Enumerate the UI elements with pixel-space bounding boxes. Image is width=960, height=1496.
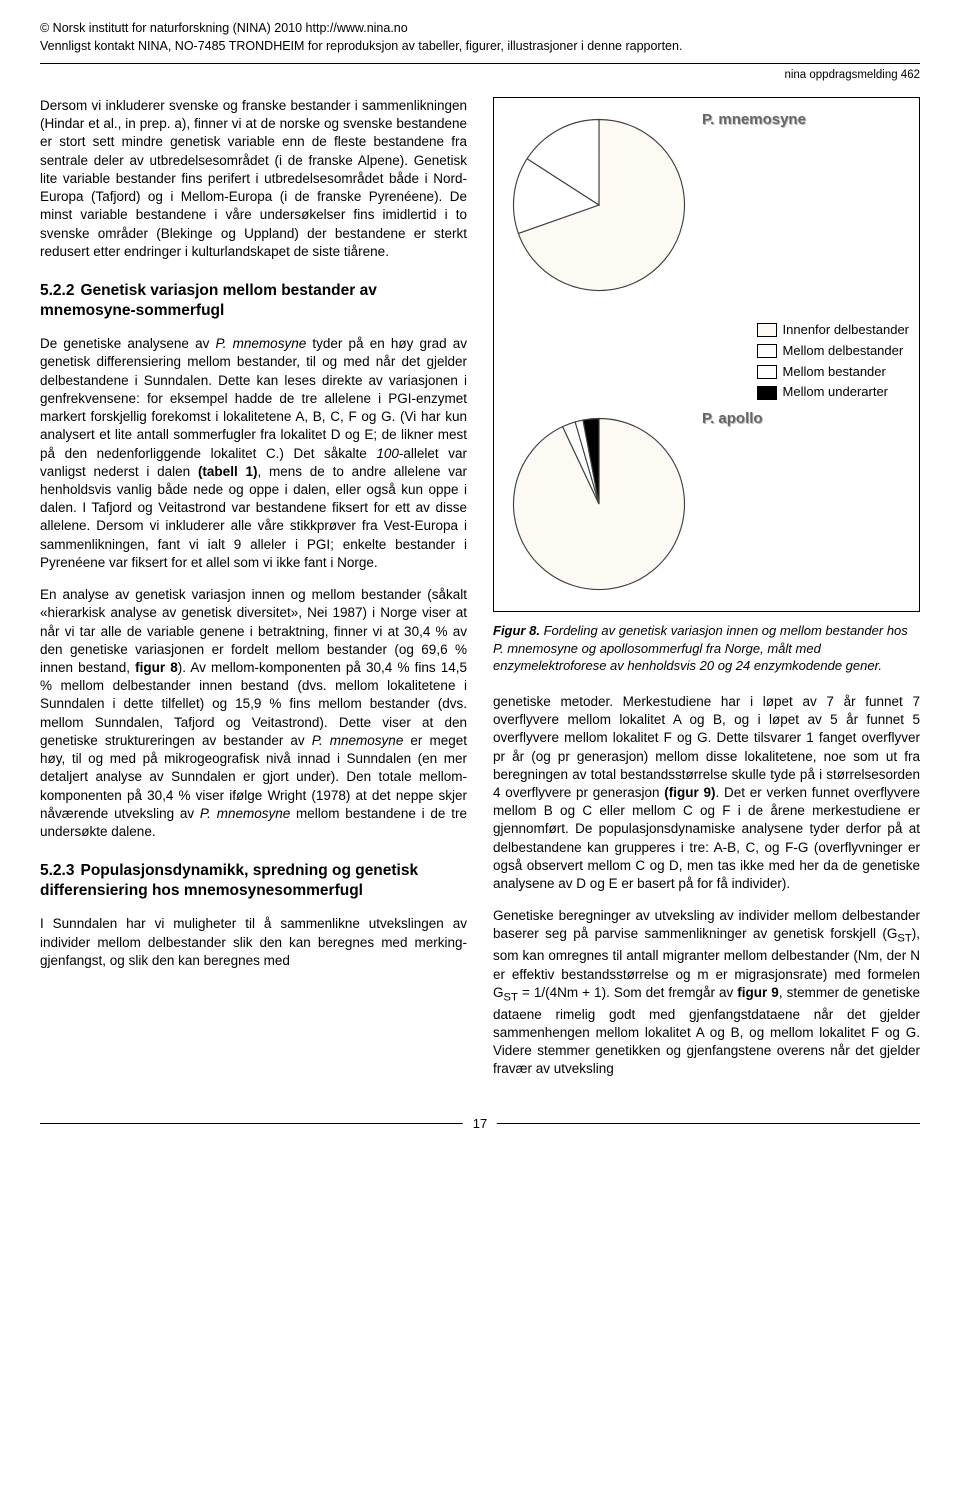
- swatch-icon: [757, 323, 777, 337]
- paragraph-sunndalen: I Sunndalen har vi muligheter til å samm…: [40, 915, 467, 970]
- figure-legend: Innenfor delbestander Mellom delbestande…: [757, 320, 909, 403]
- pie-label-mnemosyne: P. mnemosyne: [702, 110, 806, 130]
- pie-chart-apollo: [504, 409, 694, 599]
- section-title: Genetisk variasjon mellom bestander av m…: [40, 282, 377, 319]
- paragraph-genetic-methods: genetiske metoder. Merkestudiene har i l…: [493, 693, 920, 893]
- heading-5-2-3: 5.2.3Populasjonsdynamikk, spredning og g…: [40, 861, 467, 901]
- two-column-layout: Dersom vi inkluderer svenske og franske …: [40, 97, 920, 1093]
- paragraph-analyses: De genetiske analysene av P. mnemosyne t…: [40, 335, 467, 572]
- page-number: 17: [463, 1115, 497, 1133]
- heading-5-2-2: 5.2.2Genetisk variasjon mellom bestander…: [40, 281, 467, 321]
- paragraph-intro: Dersom vi inkluderer svenske og franske …: [40, 97, 467, 261]
- right-column: P. mnemosyne Innenfor delbestander Mello…: [493, 97, 920, 1093]
- legend-item: Innenfor delbestander: [757, 320, 909, 341]
- pie-row-legend: Innenfor delbestander Mellom delbestande…: [504, 320, 909, 403]
- legend-item: Mellom bestander: [757, 362, 909, 383]
- pie-chart-mnemosyne: [504, 110, 694, 300]
- watermark-line-2: Vennligst kontakt NINA, NO-7485 TRONDHEI…: [40, 38, 920, 54]
- pie-label-apollo: P. apollo: [702, 409, 763, 429]
- section-number: 5.2.2: [40, 281, 74, 301]
- figure-8-caption: Figur 8. Fordeling av genetisk variasjon…: [493, 622, 920, 675]
- swatch-icon: [757, 344, 777, 358]
- paragraph-hierarchical: En analyse av genetisk variasjon innen o…: [40, 586, 467, 841]
- pie-row-mnemosyne: P. mnemosyne: [504, 110, 909, 300]
- watermark-line-1: © Norsk institutt for naturforskning (NI…: [40, 20, 920, 36]
- swatch-icon: [757, 386, 777, 400]
- figure-8-box: P. mnemosyne Innenfor delbestander Mello…: [493, 97, 920, 612]
- top-rule: [40, 63, 920, 64]
- legend-item: Mellom underarter: [757, 382, 909, 403]
- left-column: Dersom vi inkluderer svenske og franske …: [40, 97, 467, 1093]
- pie-row-apollo: P. apollo: [504, 409, 909, 599]
- paragraph-genetic-calc: Genetiske beregninger av utveksling av i…: [493, 907, 920, 1078]
- section-title: Populasjonsdynamikk, spredning og geneti…: [40, 862, 418, 899]
- legend-item: Mellom delbestander: [757, 341, 909, 362]
- page-footer: 17: [40, 1123, 920, 1124]
- section-number: 5.2.3: [40, 861, 74, 881]
- swatch-icon: [757, 365, 777, 379]
- report-tag: nina oppdragsmelding 462: [40, 68, 920, 84]
